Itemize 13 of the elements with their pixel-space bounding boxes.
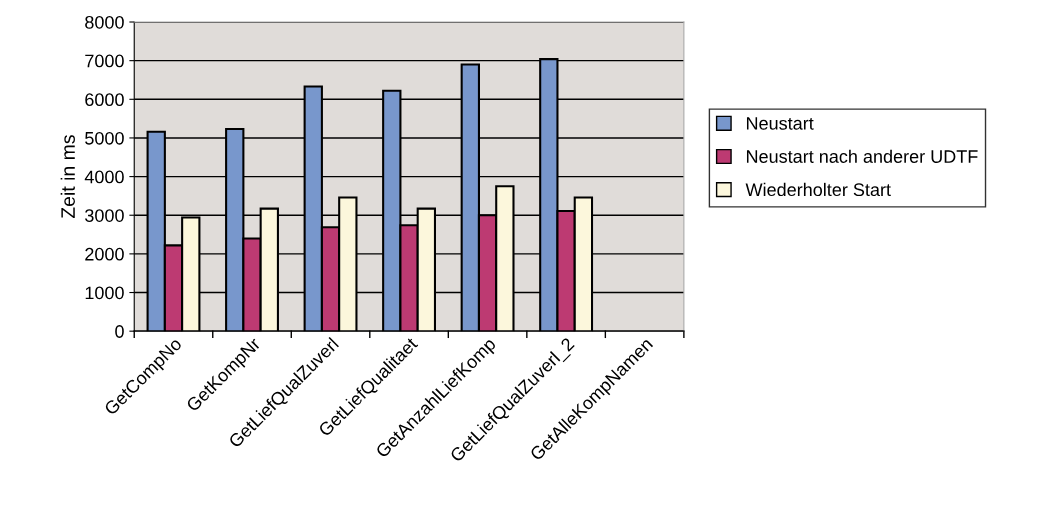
- y-tick-label: 2000: [85, 247, 124, 261]
- legend-label: Neustart: [746, 117, 814, 130]
- y-tick-label: 8000: [85, 15, 124, 29]
- y-tick-label: 3000: [85, 209, 124, 222]
- y-tick-label: 6000: [85, 93, 124, 107]
- y-axis-title: Zeit in ms: [60, 135, 75, 219]
- legend-label: Neustart nach anderer UDTF: [746, 149, 978, 163]
- legend-label: Wiederholter Start: [745, 182, 891, 197]
- y-tick-label: 5000: [85, 131, 124, 145]
- y-tick-label: 0: [115, 325, 124, 338]
- y-tick-label: 7000: [85, 54, 124, 68]
- y-tick-label: 4000: [84, 170, 124, 184]
- y-tick-label: 1000: [85, 286, 124, 300]
